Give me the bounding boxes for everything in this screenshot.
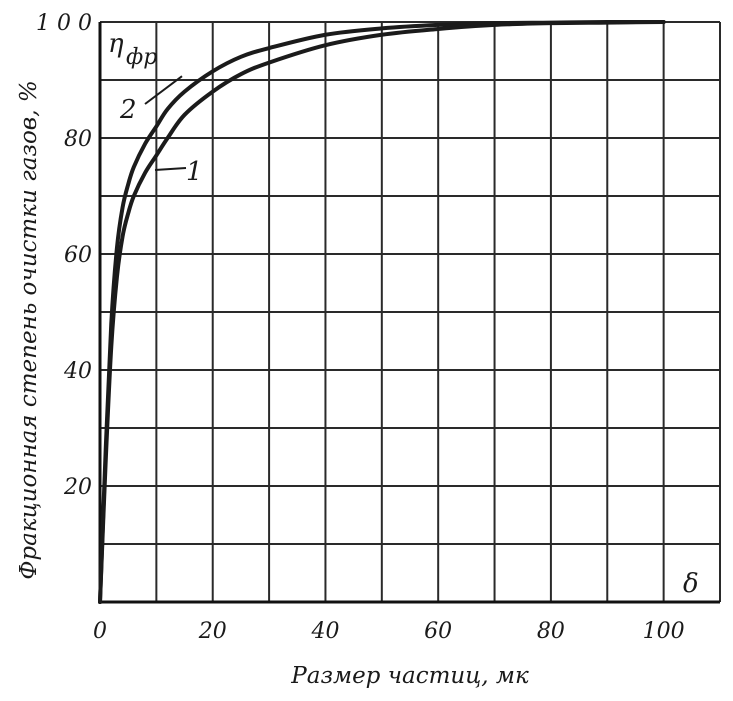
series-line-2 <box>98 19 666 604</box>
curve-2-leader <box>144 75 183 105</box>
y-axis-title: Фракционная степень очистки газов, % <box>16 80 42 579</box>
y-tick-label: 20 <box>63 475 92 500</box>
y-symbol: η <box>108 29 124 59</box>
y-tick-label: 40 <box>63 359 92 384</box>
curve-1-leader <box>154 167 187 171</box>
y-tick-label: 60 <box>64 243 92 268</box>
x-tick-label: 60 <box>424 619 452 644</box>
x-axis-title: Размер частиц, мк <box>290 663 529 689</box>
y-tick-label: 1 0 0 <box>36 11 92 36</box>
curve-label-1: 1 <box>186 157 203 187</box>
x-tick-label: 0 <box>93 619 107 644</box>
tick-labels: 0 20 40 60 80 100 20 40 60 80 1 0 0 <box>36 11 685 644</box>
x-tick-label: 100 <box>643 619 685 644</box>
x-tick-label: 20 <box>198 619 227 644</box>
x-tick-label: 80 <box>537 619 565 644</box>
y-tick-label: 80 <box>64 127 92 152</box>
series-group <box>98 19 666 604</box>
x-symbol: δ <box>683 569 699 599</box>
y-symbol-subscript: фр <box>126 45 157 70</box>
annotations: Размер частиц, мк Фракционная степень очи… <box>16 29 699 689</box>
series-line-1 <box>98 20 666 604</box>
curve-label-2: 2 <box>119 95 137 125</box>
x-tick-label: 40 <box>310 619 339 644</box>
